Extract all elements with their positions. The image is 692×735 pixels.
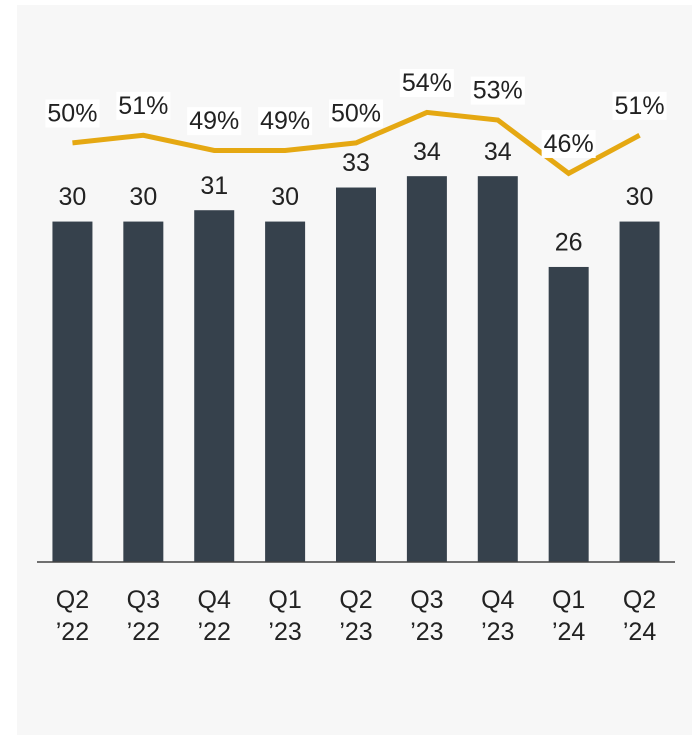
line-label: 49% [260,107,310,135]
line-label-bg [258,107,313,136]
bar-label: 30 [129,183,157,211]
bar [477,176,518,562]
line-label: 53% [473,77,523,105]
bar-label: 30 [271,183,299,211]
x-tick-label: Q1 ’24 [551,586,586,646]
x-tick-label: Q3 ’23 [410,586,444,646]
line-label: 50% [331,99,381,127]
x-tick-label: Q3 ’22 [126,586,161,646]
bar-label: 33 [342,149,370,177]
bar [619,221,660,562]
bar [336,187,376,563]
line-label: 49% [189,107,239,135]
bar-label: 26 [555,229,583,257]
x-tick-label: Q1 ’23 [268,586,302,646]
x-tick-label: Q4 ’23 [481,586,515,646]
bar [52,221,93,562]
line-label-bg [399,69,454,98]
bar [123,221,164,562]
x-tick-label: Q2 ’22 [55,586,90,646]
bar-label: 34 [413,138,441,166]
line-label-bg [45,99,100,128]
line-label-bg [470,76,525,105]
line-label: 51% [118,92,168,120]
line-label: 50% [47,99,97,127]
bar-label: 30 [59,183,87,211]
x-tick-label: Q2 ’24 [622,586,657,646]
line-label: 51% [615,92,665,120]
bar-label: 31 [200,172,228,200]
bar [406,176,447,562]
bar [548,266,589,562]
line-label-bg [328,99,384,128]
line-label-bg [116,91,171,120]
line-label: 46% [544,130,594,158]
bar [265,221,306,562]
x-tick-label: Q2 ’23 [339,586,373,646]
bar-label: 30 [626,183,654,211]
bar-label: 34 [484,138,512,166]
line-label: 54% [402,69,452,97]
line-label-bg [187,107,242,136]
bar [194,210,235,562]
line-label-bg [612,91,667,120]
x-tick-label: Q4 ’22 [197,586,231,646]
line-label-bg [541,129,596,158]
